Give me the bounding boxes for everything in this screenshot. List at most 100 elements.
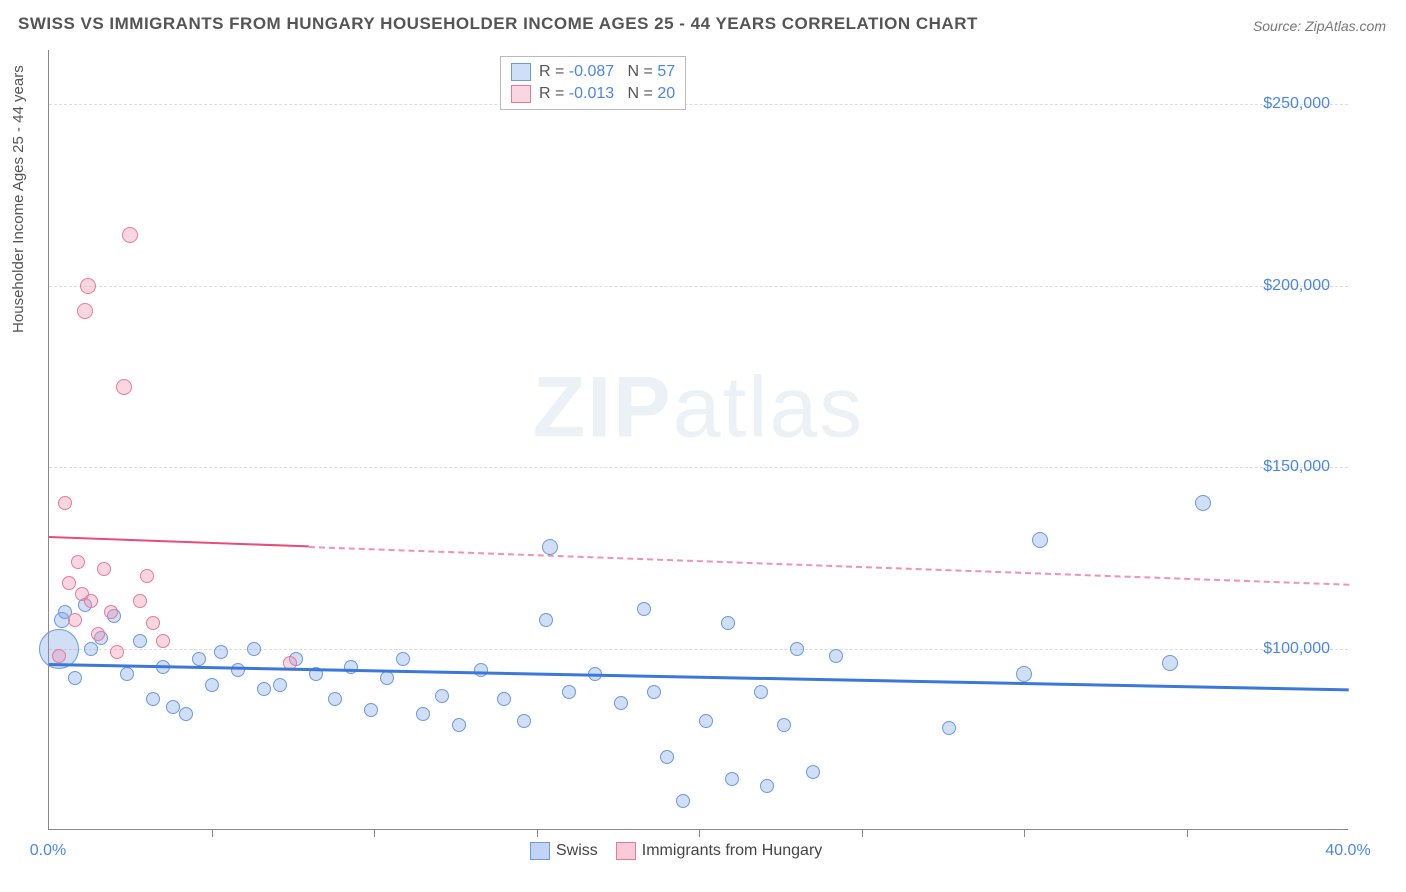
data-point (91, 627, 105, 641)
x-tick (1024, 829, 1025, 837)
source-attribution: Source: ZipAtlas.com (1253, 18, 1386, 34)
data-point (62, 576, 76, 590)
legend-label: Swiss (556, 842, 598, 859)
data-point (1162, 655, 1178, 671)
data-point (416, 707, 430, 721)
data-point (1032, 532, 1048, 548)
data-point (84, 642, 98, 656)
data-point (806, 765, 820, 779)
data-point (760, 779, 774, 793)
x-tick (537, 829, 538, 837)
data-point (104, 605, 118, 619)
data-point (777, 718, 791, 732)
y-tick-label: $200,000 (1263, 277, 1330, 295)
data-point (396, 652, 410, 666)
data-point (146, 616, 160, 630)
watermark: ZIPatlas (533, 359, 864, 458)
legend-row: R = -0.087 N = 57 (511, 61, 675, 83)
data-point (721, 616, 735, 630)
gridline (49, 649, 1348, 650)
data-point (676, 794, 690, 808)
legend-label: Immigrants from Hungary (642, 842, 823, 859)
data-point (539, 613, 553, 627)
data-point (71, 555, 85, 569)
data-point (156, 634, 170, 648)
x-tick (862, 829, 863, 837)
data-point (80, 278, 96, 294)
gridline (49, 286, 1348, 287)
data-point (380, 671, 394, 685)
trend-line-dashed (309, 546, 1349, 586)
data-point (647, 685, 661, 699)
data-point (179, 707, 193, 721)
data-point (517, 714, 531, 728)
data-point (52, 649, 66, 663)
data-point (1016, 666, 1032, 682)
data-point (725, 772, 739, 786)
x-tick (374, 829, 375, 837)
scatter-plot-area: ZIPatlas $100,000 $150,000 $200,000 $250,00… (48, 50, 1348, 830)
data-point (122, 227, 138, 243)
data-point (614, 696, 628, 710)
data-point (231, 663, 245, 677)
data-point (699, 714, 713, 728)
data-point (116, 379, 132, 395)
data-point (829, 649, 843, 663)
legend-item: Immigrants from Hungary (616, 842, 823, 860)
series-legend: Swiss Immigrants from Hungary (530, 842, 822, 860)
data-point (497, 692, 511, 706)
data-point (110, 645, 124, 659)
data-point (205, 678, 219, 692)
data-point (166, 700, 180, 714)
data-point (542, 539, 558, 555)
legend-swatch (530, 842, 550, 860)
data-point (247, 642, 261, 656)
data-point (754, 685, 768, 699)
y-tick-label: $150,000 (1263, 458, 1330, 476)
x-tick (699, 829, 700, 837)
data-point (637, 602, 651, 616)
y-tick-label: $100,000 (1263, 640, 1330, 658)
x-tick (212, 829, 213, 837)
chart-title: SWISS VS IMMIGRANTS FROM HUNGARY HOUSEHO… (18, 14, 978, 34)
data-point (435, 689, 449, 703)
data-point (133, 594, 147, 608)
data-point (214, 645, 228, 659)
trend-line (49, 536, 309, 547)
x-tick-label: 0.0% (30, 842, 66, 860)
data-point (133, 634, 147, 648)
legend-stats: R = -0.087 N = 57 (539, 61, 675, 83)
legend-swatch (616, 842, 636, 860)
data-point (364, 703, 378, 717)
x-tick-label: 40.0% (1325, 842, 1370, 860)
data-point (273, 678, 287, 692)
data-point (790, 642, 804, 656)
data-point (562, 685, 576, 699)
gridline (49, 104, 1348, 105)
data-point (68, 671, 82, 685)
data-point (1195, 495, 1211, 511)
correlation-legend: R = -0.087 N = 57R = -0.013 N = 20 (500, 56, 686, 110)
x-tick (1187, 829, 1188, 837)
legend-stats: R = -0.013 N = 20 (539, 83, 675, 105)
y-tick-label: $250,000 (1263, 95, 1330, 113)
legend-swatch (511, 85, 531, 103)
data-point (84, 594, 98, 608)
data-point (68, 613, 82, 627)
data-point (140, 569, 154, 583)
trend-line (49, 663, 1349, 691)
legend-item: Swiss (530, 842, 598, 860)
data-point (120, 667, 134, 681)
legend-swatch (511, 63, 531, 81)
data-point (452, 718, 466, 732)
data-point (257, 682, 271, 696)
data-point (660, 750, 674, 764)
data-point (97, 562, 111, 576)
data-point (942, 721, 956, 735)
data-point (328, 692, 342, 706)
y-axis-label: Householder Income Ages 25 - 44 years (10, 65, 27, 333)
data-point (58, 496, 72, 510)
data-point (192, 652, 206, 666)
legend-row: R = -0.013 N = 20 (511, 83, 675, 105)
gridline (49, 467, 1348, 468)
